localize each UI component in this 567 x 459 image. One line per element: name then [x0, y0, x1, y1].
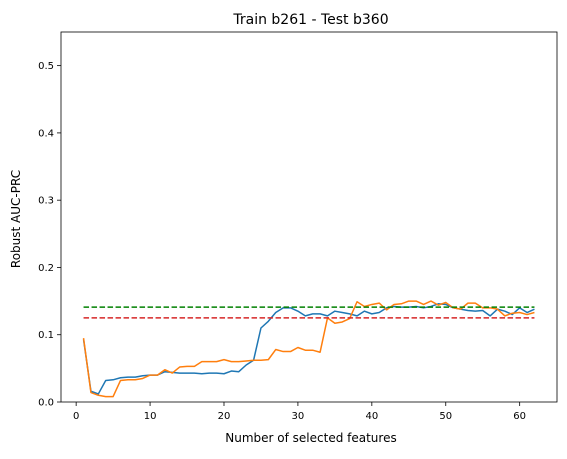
y-tick-label: 0.3 — [38, 196, 54, 207]
y-tick-label: 0.4 — [38, 128, 54, 139]
x-axis-label: Number of selected features — [225, 431, 396, 445]
y-tick-label: 0.2 — [38, 263, 54, 274]
y-tick-label: 0.1 — [38, 330, 54, 341]
x-tick-label: 10 — [144, 411, 157, 422]
chart-title: Train b261 - Test b360 — [232, 12, 388, 28]
y-axis-label: Robust AUC-PRC — [9, 170, 23, 268]
x-tick-label: 40 — [365, 411, 378, 422]
x-tick-label: 60 — [513, 411, 526, 422]
y-tick-label: 0.0 — [38, 398, 54, 409]
x-tick-label: 50 — [439, 411, 452, 422]
y-tick-label: 0.5 — [38, 61, 54, 72]
x-tick-label: 20 — [218, 411, 231, 422]
x-tick-label: 30 — [292, 411, 305, 422]
x-tick-label: 0 — [73, 411, 79, 422]
